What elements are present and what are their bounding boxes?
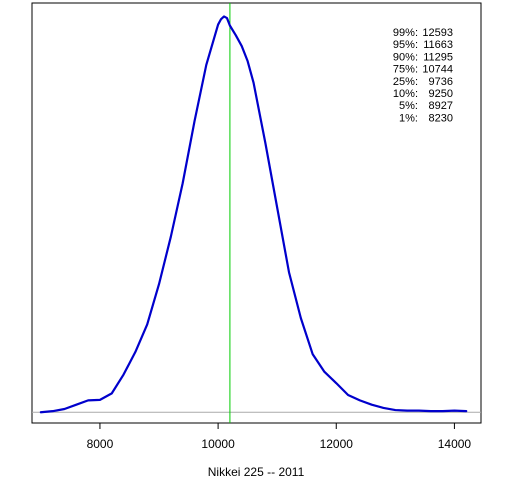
quantile-level: 25%: — [393, 76, 418, 88]
x-tick-label: 8000 — [87, 437, 114, 451]
density-series-layer — [39, 15, 468, 414]
x-tick-label: 12000 — [320, 437, 354, 451]
quantile-value: 10744 — [422, 64, 453, 76]
quantile-level: 99%: — [393, 27, 418, 39]
quantile-value: 8927 — [429, 100, 453, 112]
quantile-value: 11663 — [423, 39, 453, 51]
quantile-row: 90%: 11295 — [393, 51, 453, 63]
quantile-level: 95%: — [393, 39, 418, 51]
quantile-level: 90%: — [393, 51, 418, 63]
x-tick-label: 14000 — [438, 437, 472, 451]
quantile-row: 1%: 8230 — [399, 112, 453, 124]
quantile-row: 5%: 8927 — [399, 100, 453, 112]
quantile-value: 9736 — [429, 76, 453, 88]
x-axis: 8000 10000 12000 14000 — [87, 423, 472, 451]
quantile-value: 12593 — [422, 27, 453, 39]
quantile-row: 99%: 12593 — [393, 27, 453, 39]
quantile-level: 5%: — [399, 100, 418, 112]
quantile-row: 10%: 9250 — [393, 88, 453, 100]
quantile-row: 95%: 11663 — [393, 39, 453, 51]
quantile-level: 1%: — [399, 112, 418, 124]
plot-frame — [31, 2, 482, 424]
quantile-level: 75%: — [393, 64, 418, 76]
quantile-value: 8230 — [429, 112, 453, 124]
x-tick-label: 10000 — [201, 437, 235, 451]
quantile-value: 11295 — [423, 51, 453, 63]
density-curve — [39, 15, 468, 414]
quantile-row: 75%: 10744 — [393, 64, 453, 76]
x-axis-label: Nikkei 225 -- 2011 — [208, 465, 305, 479]
quantile-value: 9250 — [429, 88, 453, 100]
quantile-row: 25%: 9736 — [393, 76, 453, 88]
quantile-level: 10%: — [393, 88, 418, 100]
